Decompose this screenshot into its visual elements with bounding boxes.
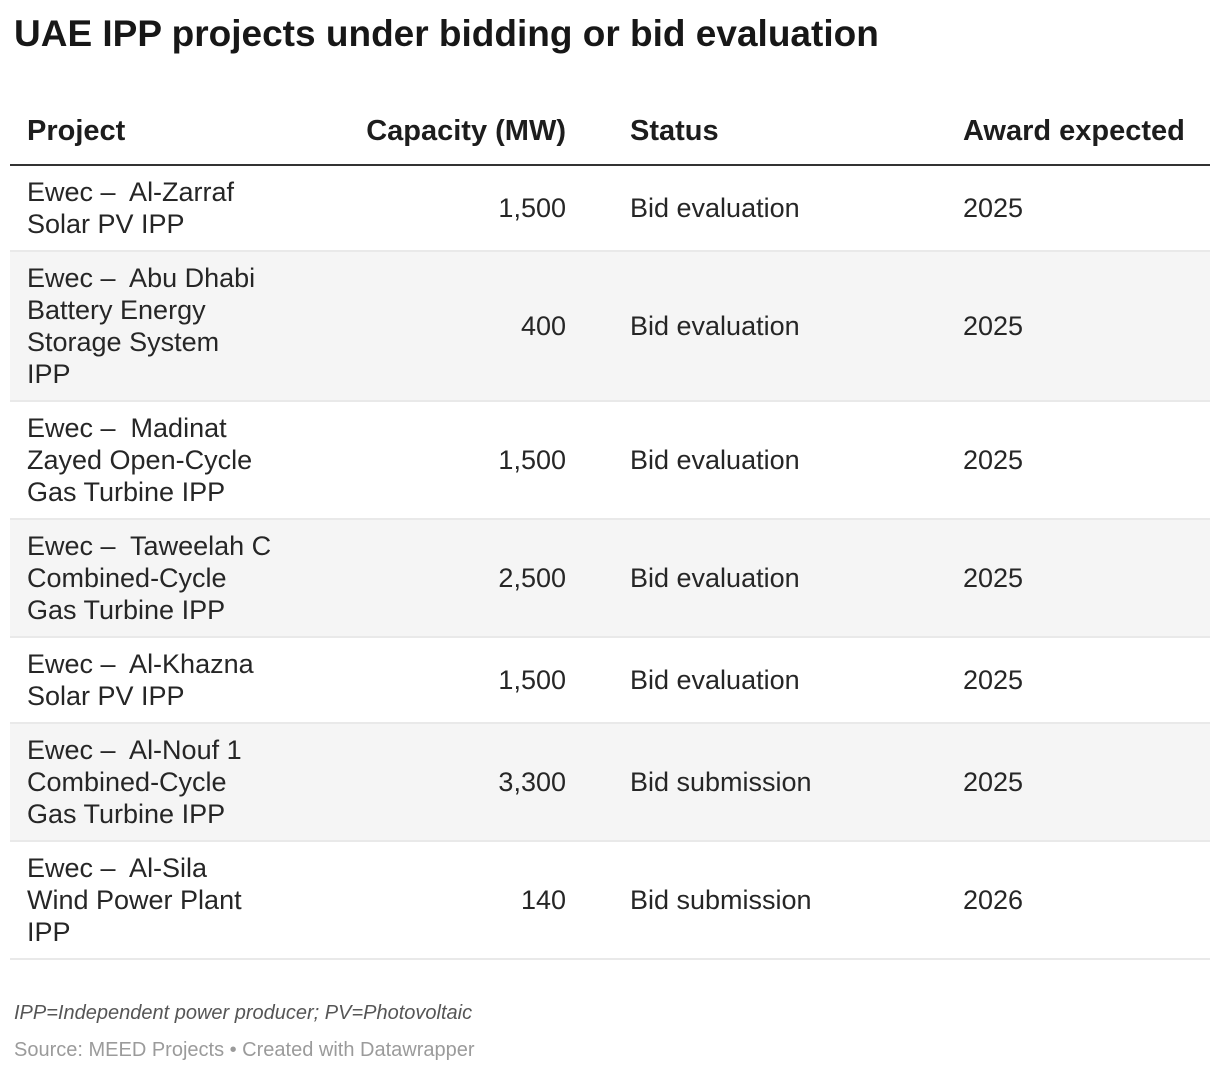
table-body: Ewec – Al-Zarraf Solar PV IPP 1,500 Bid …	[10, 165, 1210, 960]
col-header-award: Award expected	[936, 100, 1210, 166]
cell-capacity: 140	[290, 841, 576, 960]
cell-project: Ewec – Al-Sila Wind Power Plant IPP	[10, 841, 290, 960]
cell-status: Bid evaluation	[576, 165, 936, 252]
cell-award: 2025	[936, 251, 1210, 402]
table-row: Ewec – Al-Zarraf Solar PV IPP 1,500 Bid …	[10, 165, 1210, 252]
table-row: Ewec – Abu Dhabi Battery Energy Storage …	[10, 251, 1210, 402]
footnote: IPP=Independent power producer; PV=Photo…	[14, 1002, 473, 1024]
cell-project: Ewec – Madinat Zayed Open-Cycle Gas Turb…	[10, 401, 290, 520]
cell-award: 2025	[936, 723, 1210, 842]
cell-project: Ewec – Al-Zarraf Solar PV IPP	[10, 165, 290, 252]
table-row: Ewec – Madinat Zayed Open-Cycle Gas Turb…	[10, 401, 1210, 520]
source-line: Source: MEED Projects • Created with Dat…	[14, 1039, 475, 1061]
page-title: UAE IPP projects under bidding or bid ev…	[14, 13, 879, 54]
cell-status: Bid submission	[576, 841, 936, 960]
cell-capacity: 1,500	[290, 401, 576, 520]
cell-status: Bid evaluation	[576, 401, 936, 520]
col-header-capacity: Capacity (MW)	[290, 100, 576, 166]
cell-award: 2025	[936, 165, 1210, 252]
cell-project: Ewec – Taweelah C Combined-Cycle Gas Tur…	[10, 519, 290, 638]
cell-award: 2025	[936, 637, 1210, 724]
table-row: Ewec – Taweelah C Combined-Cycle Gas Tur…	[10, 519, 1210, 638]
cell-capacity: 400	[290, 251, 576, 402]
table-row: Ewec – Al-Khazna Solar PV IPP 1,500 Bid …	[10, 637, 1210, 724]
cell-award: 2025	[936, 519, 1210, 638]
header-row: Project Capacity (MW) Status Award expec…	[10, 100, 1210, 166]
cell-project: Ewec – Al-Khazna Solar PV IPP	[10, 637, 290, 724]
cell-capacity: 3,300	[290, 723, 576, 842]
cell-award: 2025	[936, 401, 1210, 520]
table-row: Ewec – Al-Sila Wind Power Plant IPP 140 …	[10, 841, 1210, 960]
cell-project: Ewec – Al-Nouf 1 Combined-Cycle Gas Turb…	[10, 723, 290, 842]
cell-capacity: 1,500	[290, 165, 576, 252]
table-row: Ewec – Al-Nouf 1 Combined-Cycle Gas Turb…	[10, 723, 1210, 842]
cell-award: 2026	[936, 841, 1210, 960]
cell-capacity: 1,500	[290, 637, 576, 724]
cell-project: Ewec – Abu Dhabi Battery Energy Storage …	[10, 251, 290, 402]
col-header-status: Status	[576, 100, 936, 166]
cell-status: Bid evaluation	[576, 637, 936, 724]
cell-status: Bid evaluation	[576, 519, 936, 638]
cell-status: Bid evaluation	[576, 251, 936, 402]
table-header: Project Capacity (MW) Status Award expec…	[10, 100, 1210, 166]
cell-capacity: 2,500	[290, 519, 576, 638]
cell-status: Bid submission	[576, 723, 936, 842]
data-table: Project Capacity (MW) Status Award expec…	[10, 100, 1210, 960]
col-header-project: Project	[10, 100, 290, 166]
